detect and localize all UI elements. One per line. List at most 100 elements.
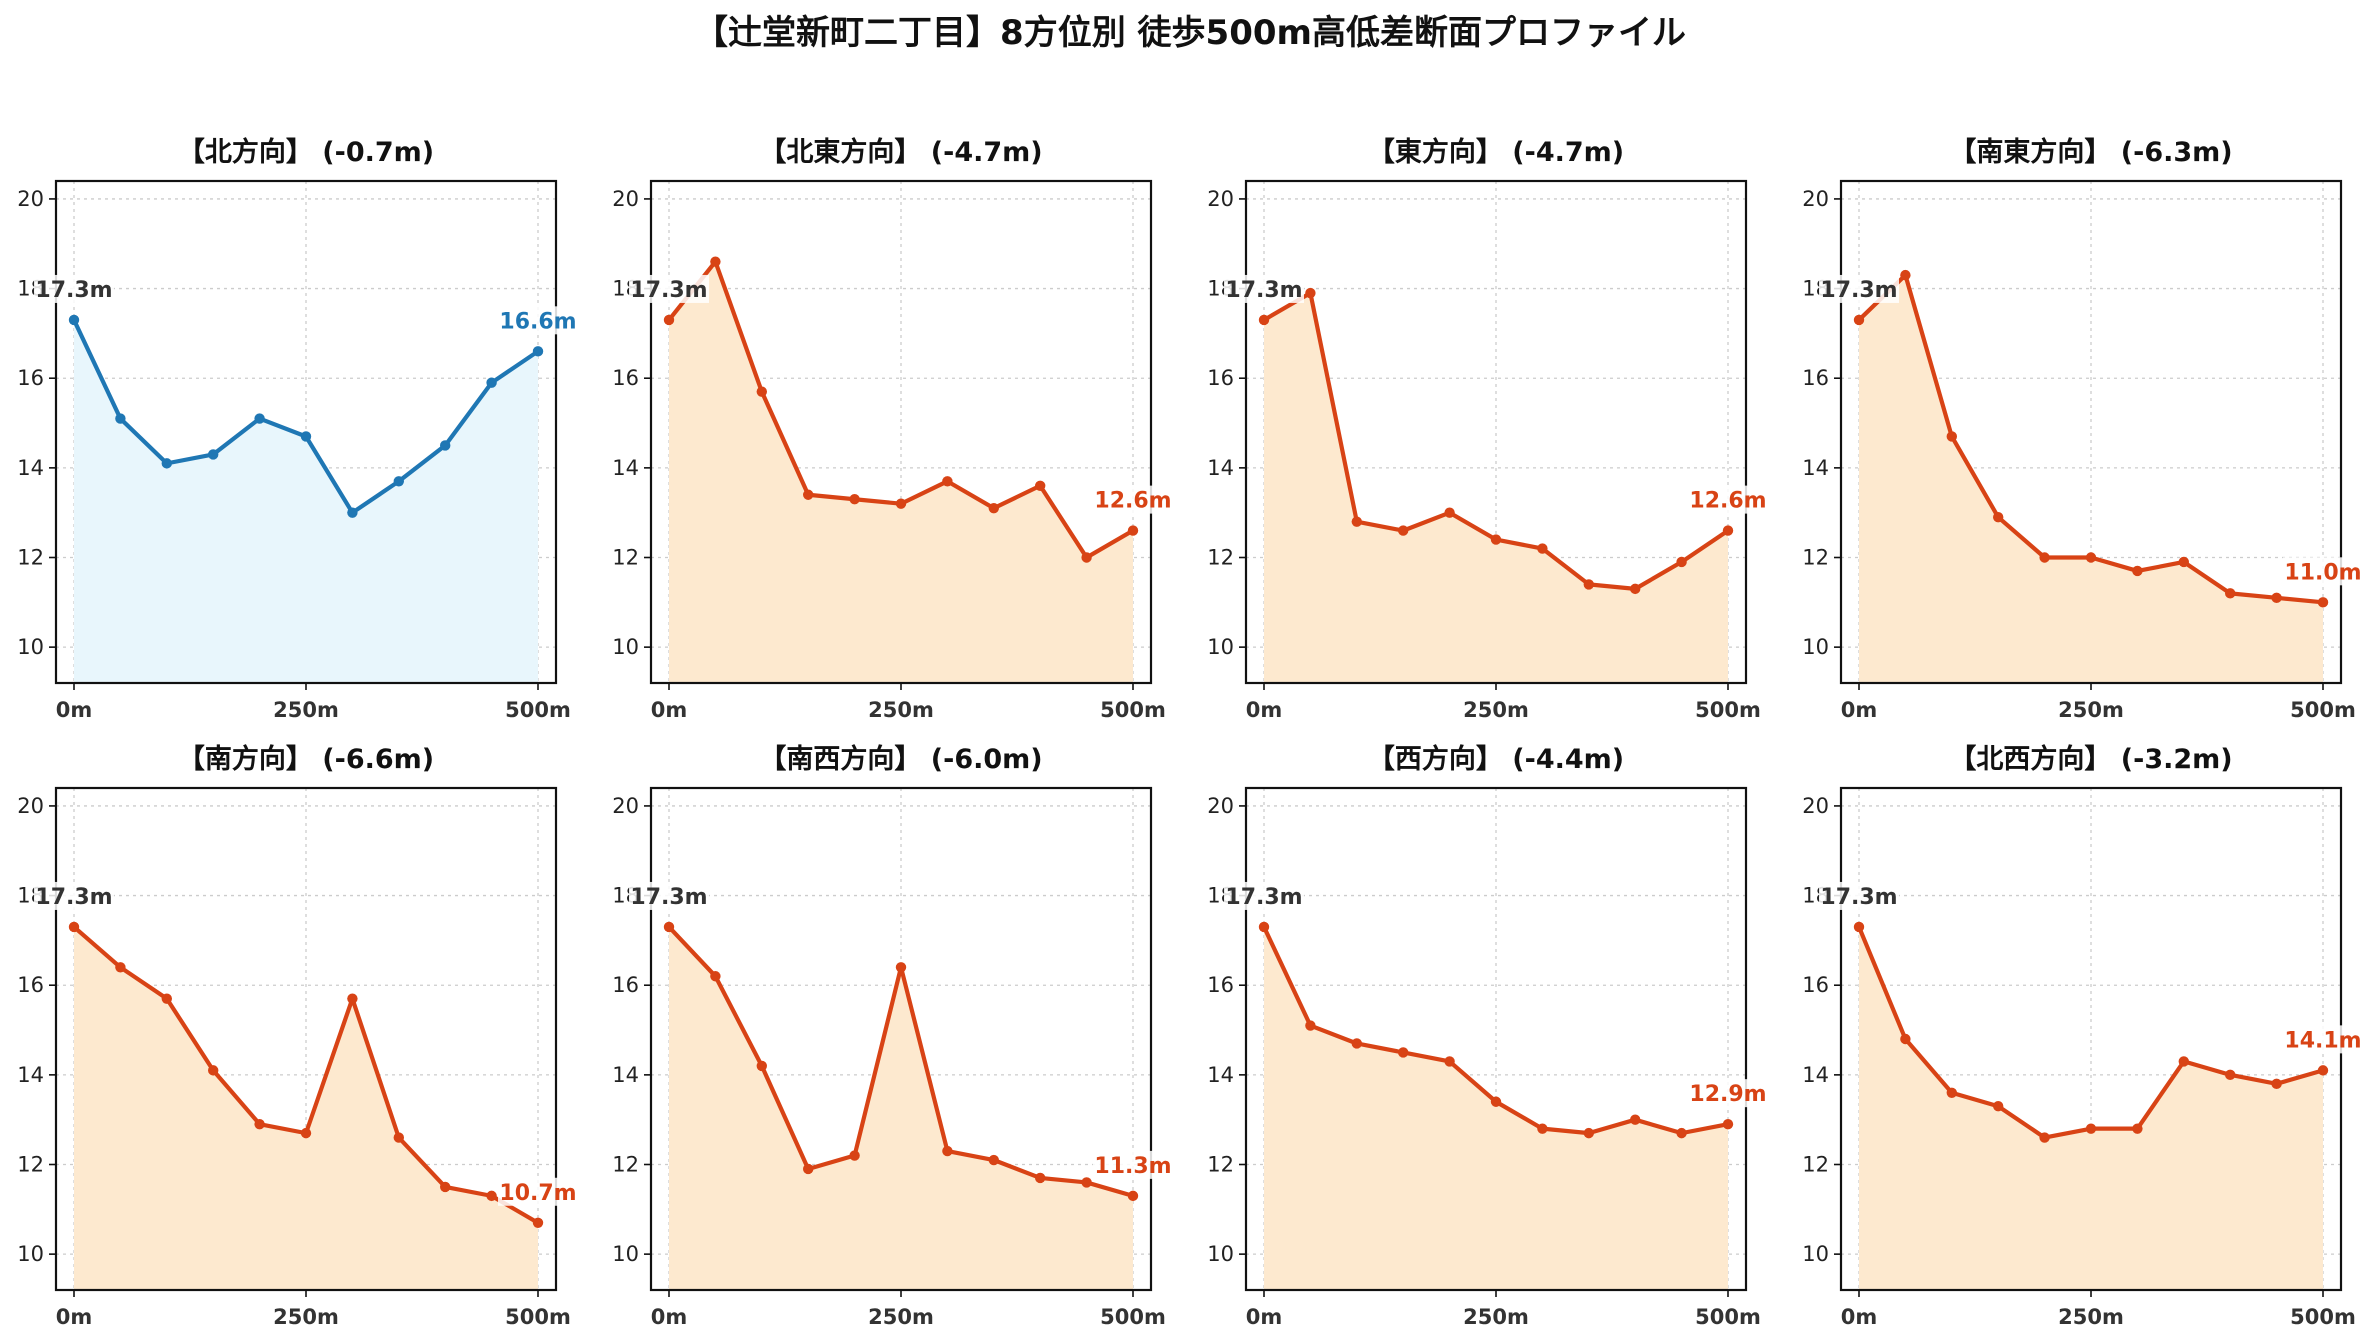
figure-suptitle: 【辻堂新町二丁目】8方位別 徒歩500m高低差断面プロファイル	[694, 13, 1686, 53]
y-tick-label: 12	[1207, 1153, 1234, 1177]
end-elevation-label: 12.6m	[1689, 489, 1766, 514]
x-tick-label: 0m	[1841, 1305, 1878, 1329]
start-label-halo	[1224, 881, 1304, 910]
y-tick-label: 10	[1207, 635, 1234, 659]
y-tick-label: 10	[17, 1242, 44, 1266]
x-tick-label: 500m	[1695, 1305, 1761, 1329]
panel-title: 【北東方向】 (-4.7m)	[759, 136, 1042, 168]
data-point	[2178, 1056, 2189, 1067]
y-tick-label: 14	[1207, 456, 1234, 480]
data-point	[486, 377, 497, 388]
end-elevation-label: 14.1m	[2284, 1028, 2361, 1053]
data-point	[942, 476, 953, 487]
end-label-halo	[2283, 557, 2363, 586]
data-point	[1258, 314, 1270, 326]
data-point	[1993, 511, 2004, 523]
x-tick-label: 250m	[868, 1305, 934, 1329]
y-tick-label: 14	[1802, 1063, 1829, 1087]
y-tick-label: 10	[1207, 1242, 1234, 1266]
end-elevation-label: 11.0m	[2284, 560, 2361, 585]
data-point	[486, 1190, 497, 1202]
data-point	[393, 1132, 404, 1143]
start-label-halo	[1819, 274, 1899, 303]
start-label-halo	[629, 274, 709, 303]
start-elevation-label: 17.3m	[35, 278, 112, 303]
x-tick-label: 500m	[1695, 698, 1761, 722]
data-point	[663, 921, 675, 933]
data-point	[254, 1118, 265, 1130]
data-point	[1583, 1127, 1595, 1139]
y-tick-label: 16	[612, 366, 639, 390]
data-point	[1537, 543, 1548, 554]
data-point	[849, 1150, 860, 1161]
x-tick-label: 0m	[1841, 698, 1878, 722]
end-label-halo	[1093, 1150, 1173, 1179]
profile-area	[1859, 926, 2323, 1290]
data-point	[1305, 1020, 1316, 1031]
data-point	[68, 314, 80, 326]
x-tick-label: 0m	[651, 1305, 688, 1329]
data-point	[1722, 1118, 1734, 1130]
start-elevation-label: 17.3m	[630, 278, 707, 303]
start-elevation-label: 17.3m	[1225, 278, 1302, 303]
start-elevation-label: 17.3m	[630, 885, 707, 910]
y-tick-label: 10	[17, 635, 44, 659]
data-point	[1676, 556, 1687, 568]
y-tick-label: 16	[17, 973, 44, 997]
data-point	[2225, 1069, 2236, 1081]
data-point	[1081, 552, 1092, 563]
x-tick-label: 250m	[868, 698, 934, 722]
y-tick-label: 12	[612, 546, 639, 570]
data-point	[347, 507, 358, 518]
panel-title: 【東方向】 (-4.7m)	[1368, 136, 1624, 168]
data-point	[1398, 525, 1409, 536]
start-elevation-label: 17.3m	[1820, 278, 1897, 303]
data-point	[1630, 1114, 1641, 1125]
end-label-halo	[2283, 1025, 2363, 1054]
data-point	[2178, 556, 2189, 568]
end-elevation-label: 11.3m	[1094, 1154, 1171, 1179]
x-tick-label: 250m	[1463, 1305, 1529, 1329]
data-point	[942, 1145, 953, 1157]
x-tick-label: 250m	[273, 698, 339, 722]
end-label-halo	[498, 306, 578, 335]
data-point	[1676, 1127, 1687, 1139]
data-point	[2317, 597, 2329, 608]
data-point	[161, 993, 172, 1004]
y-tick-label: 20	[612, 187, 639, 211]
end-label-halo	[1688, 485, 1768, 514]
profile-area	[74, 319, 538, 683]
panel-title: 【南東方向】 (-6.3m)	[1949, 136, 2232, 168]
y-tick-label: 10	[1802, 1242, 1829, 1266]
y-tick-label: 14	[1207, 1063, 1234, 1087]
data-point	[254, 413, 265, 424]
data-point	[663, 314, 675, 326]
end-elevation-label: 16.6m	[499, 309, 576, 334]
data-point	[1993, 1101, 2004, 1112]
data-point	[2132, 565, 2143, 577]
data-point	[1630, 583, 1641, 595]
data-point	[2271, 1078, 2282, 1090]
data-point	[68, 921, 80, 933]
profile-area	[1264, 926, 1728, 1290]
data-point	[1722, 525, 1734, 536]
x-tick-label: 500m	[1100, 1305, 1166, 1329]
panel-title: 【北西方向】 (-3.2m)	[1949, 743, 2232, 775]
x-tick-label: 0m	[1246, 698, 1283, 722]
data-point	[756, 386, 767, 397]
y-tick-label: 12	[612, 1153, 639, 1177]
end-elevation-label: 12.9m	[1689, 1082, 1766, 1107]
x-tick-label: 0m	[651, 698, 688, 722]
end-label-halo	[498, 1177, 578, 1206]
y-tick-label: 16	[1802, 973, 1829, 997]
data-point	[1258, 921, 1270, 933]
profile-area	[74, 926, 538, 1290]
x-tick-label: 500m	[505, 1305, 571, 1329]
data-point	[1127, 525, 1139, 536]
data-point	[895, 962, 907, 973]
data-point	[1444, 1056, 1455, 1067]
